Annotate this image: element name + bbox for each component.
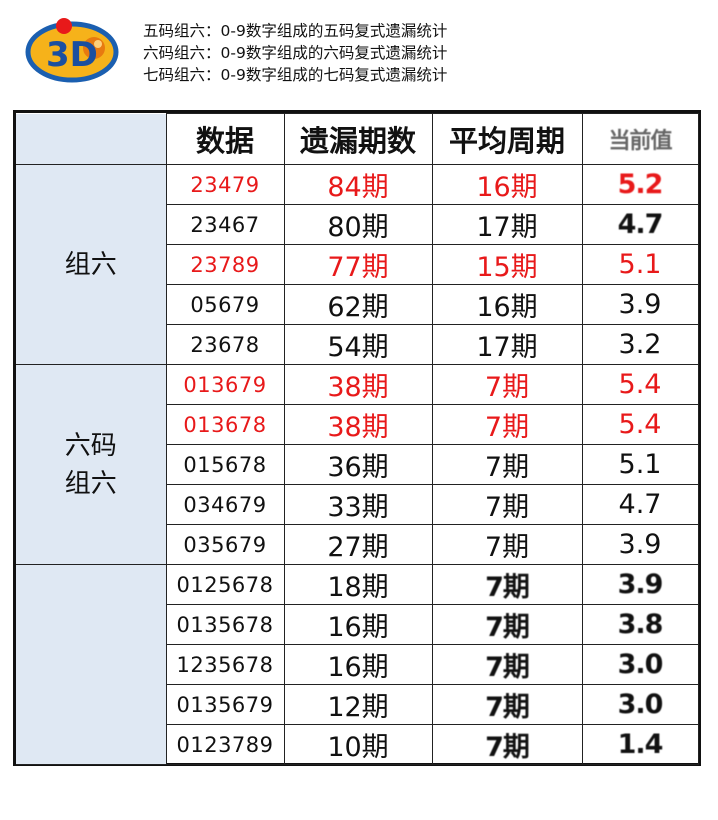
header-line-six: 六码组六：0-9数字组成的六码复式遗漏统计 <box>143 44 448 62</box>
table-header-row: 数据 遗漏期数 平均周期 当前值 <box>16 113 699 165</box>
omission-table: 数据 遗漏期数 平均周期 当前值 组六 23479 84期 16期 5.2 23467 80… <box>13 110 701 766</box>
cell-miss: 80期 <box>283 204 433 245</box>
header-data: 数据 <box>165 113 285 165</box>
cell-data: 23789 <box>165 244 285 285</box>
cell-miss: 16期 <box>283 644 433 685</box>
cell-avg: 7期 <box>431 604 583 645</box>
cell-data: 0135679 <box>165 684 285 725</box>
cell-ratio: 3.9 <box>581 284 699 325</box>
cell-ratio: 3.9 <box>581 524 699 565</box>
cell-ratio: 3.0 <box>581 684 699 725</box>
cell-avg: 16期 <box>431 164 583 205</box>
cell-miss: 18期 <box>283 564 433 605</box>
cell-ratio: 3.8 <box>581 604 699 645</box>
cell-miss: 16期 <box>283 604 433 645</box>
cell-avg: 7期 <box>431 404 583 445</box>
cell-ratio: 5.2 <box>581 164 699 205</box>
cell-miss: 77期 <box>283 244 433 285</box>
table-row: 六码 组六 013679 38期 7期 5.4 <box>16 364 699 565</box>
cell-ratio: 3.9 <box>581 564 699 605</box>
cell-ratio: 5.4 <box>581 404 699 445</box>
header-line-five: 五码组六：0-9数字组成的五码复式遗漏统计 <box>143 22 448 40</box>
table-row: 05679 62期 16期 3.9 <box>16 284 699 325</box>
table-row: 0135678 16期 7期 3.8 <box>16 604 699 645</box>
table-row: 0123789 10期 7期 1.4 <box>16 724 699 765</box>
cell-ratio: 1.4 <box>581 724 699 765</box>
table-row: 0135679 12期 7期 3.0 <box>16 684 699 725</box>
cell-avg: 15期 <box>431 244 583 285</box>
cell-data: 013679 <box>165 364 285 405</box>
cell-miss: 36期 <box>283 444 433 485</box>
header-description: 五码组六：0-9数字组成的五码复式遗漏统计 六码组六：0-9数字组成的六码复式遗… <box>143 20 447 86</box>
cell-avg: 7期 <box>431 564 583 605</box>
cell-miss: 84期 <box>283 164 433 205</box>
cell-data: 0123789 <box>165 724 285 765</box>
cell-data: 034679 <box>165 484 285 525</box>
cell-miss: 27期 <box>283 524 433 565</box>
cell-ratio: 3.2 <box>581 324 699 365</box>
cell-avg: 7期 <box>431 364 583 405</box>
cell-ratio: 5.1 <box>581 444 699 485</box>
cell-avg: 16期 <box>431 284 583 325</box>
cell-data: 0125678 <box>165 564 285 605</box>
cell-data: 035679 <box>165 524 285 565</box>
header-line-seven: 七码组六：0-9数字组成的七码复式遗漏统计 <box>143 66 448 84</box>
cell-avg: 17期 <box>431 324 583 365</box>
cell-data: 23467 <box>165 204 285 245</box>
table-row: 23467 80期 17期 4.7 <box>16 204 699 245</box>
cell-data: 1235678 <box>165 644 285 685</box>
cell-data: 23479 <box>165 164 285 205</box>
cell-miss: 33期 <box>283 484 433 525</box>
cell-ratio: 5.1 <box>581 244 699 285</box>
cell-avg: 7期 <box>431 524 583 565</box>
group-label <box>16 564 167 765</box>
cell-miss: 62期 <box>283 284 433 325</box>
table-row: 015678 36期 7期 5.1 <box>16 444 699 485</box>
group-label: 组六 <box>16 164 167 365</box>
cell-ratio: 4.7 <box>581 204 699 245</box>
table-row: 0125678 18期 7期 3.9 <box>16 564 699 765</box>
cell-data: 015678 <box>165 444 285 485</box>
header-current-ratio: 当前值 <box>581 113 699 165</box>
header-miss-count: 遗漏期数 <box>283 113 433 165</box>
cell-miss: 38期 <box>283 404 433 445</box>
table-row: 1235678 16期 7期 3.0 <box>16 644 699 685</box>
table-row: 23678 54期 17期 3.2 <box>16 324 699 365</box>
table-corner-cell <box>16 113 167 165</box>
lottery-3d-logo: 3D <box>24 14 120 84</box>
cell-miss: 12期 <box>283 684 433 725</box>
cell-avg: 7期 <box>431 684 583 725</box>
cell-ratio: 4.7 <box>581 484 699 525</box>
cell-avg: 7期 <box>431 444 583 485</box>
cell-avg: 17期 <box>431 204 583 245</box>
cell-avg: 7期 <box>431 644 583 685</box>
logo-text: 3D <box>46 35 98 75</box>
group-label: 六码 组六 <box>16 364 167 565</box>
table-row: 034679 33期 7期 4.7 <box>16 484 699 525</box>
cell-avg: 7期 <box>431 724 583 765</box>
cell-miss: 54期 <box>283 324 433 365</box>
table-row: 035679 27期 7期 3.9 <box>16 524 699 565</box>
cell-avg: 7期 <box>431 484 583 525</box>
cell-data: 0135678 <box>165 604 285 645</box>
table-row: 23789 77期 15期 5.1 <box>16 244 699 285</box>
cell-ratio: 5.4 <box>581 364 699 405</box>
cell-miss: 38期 <box>283 364 433 405</box>
cell-data: 05679 <box>165 284 285 325</box>
cell-data: 23678 <box>165 324 285 365</box>
table-row: 013678 38期 7期 5.4 <box>16 404 699 445</box>
table-row: 组六 23479 84期 16期 5.2 <box>16 164 699 365</box>
cell-miss: 10期 <box>283 724 433 765</box>
header-average-cycle: 平均周期 <box>431 113 583 165</box>
cell-data: 013678 <box>165 404 285 445</box>
cell-ratio: 3.0 <box>581 644 699 685</box>
